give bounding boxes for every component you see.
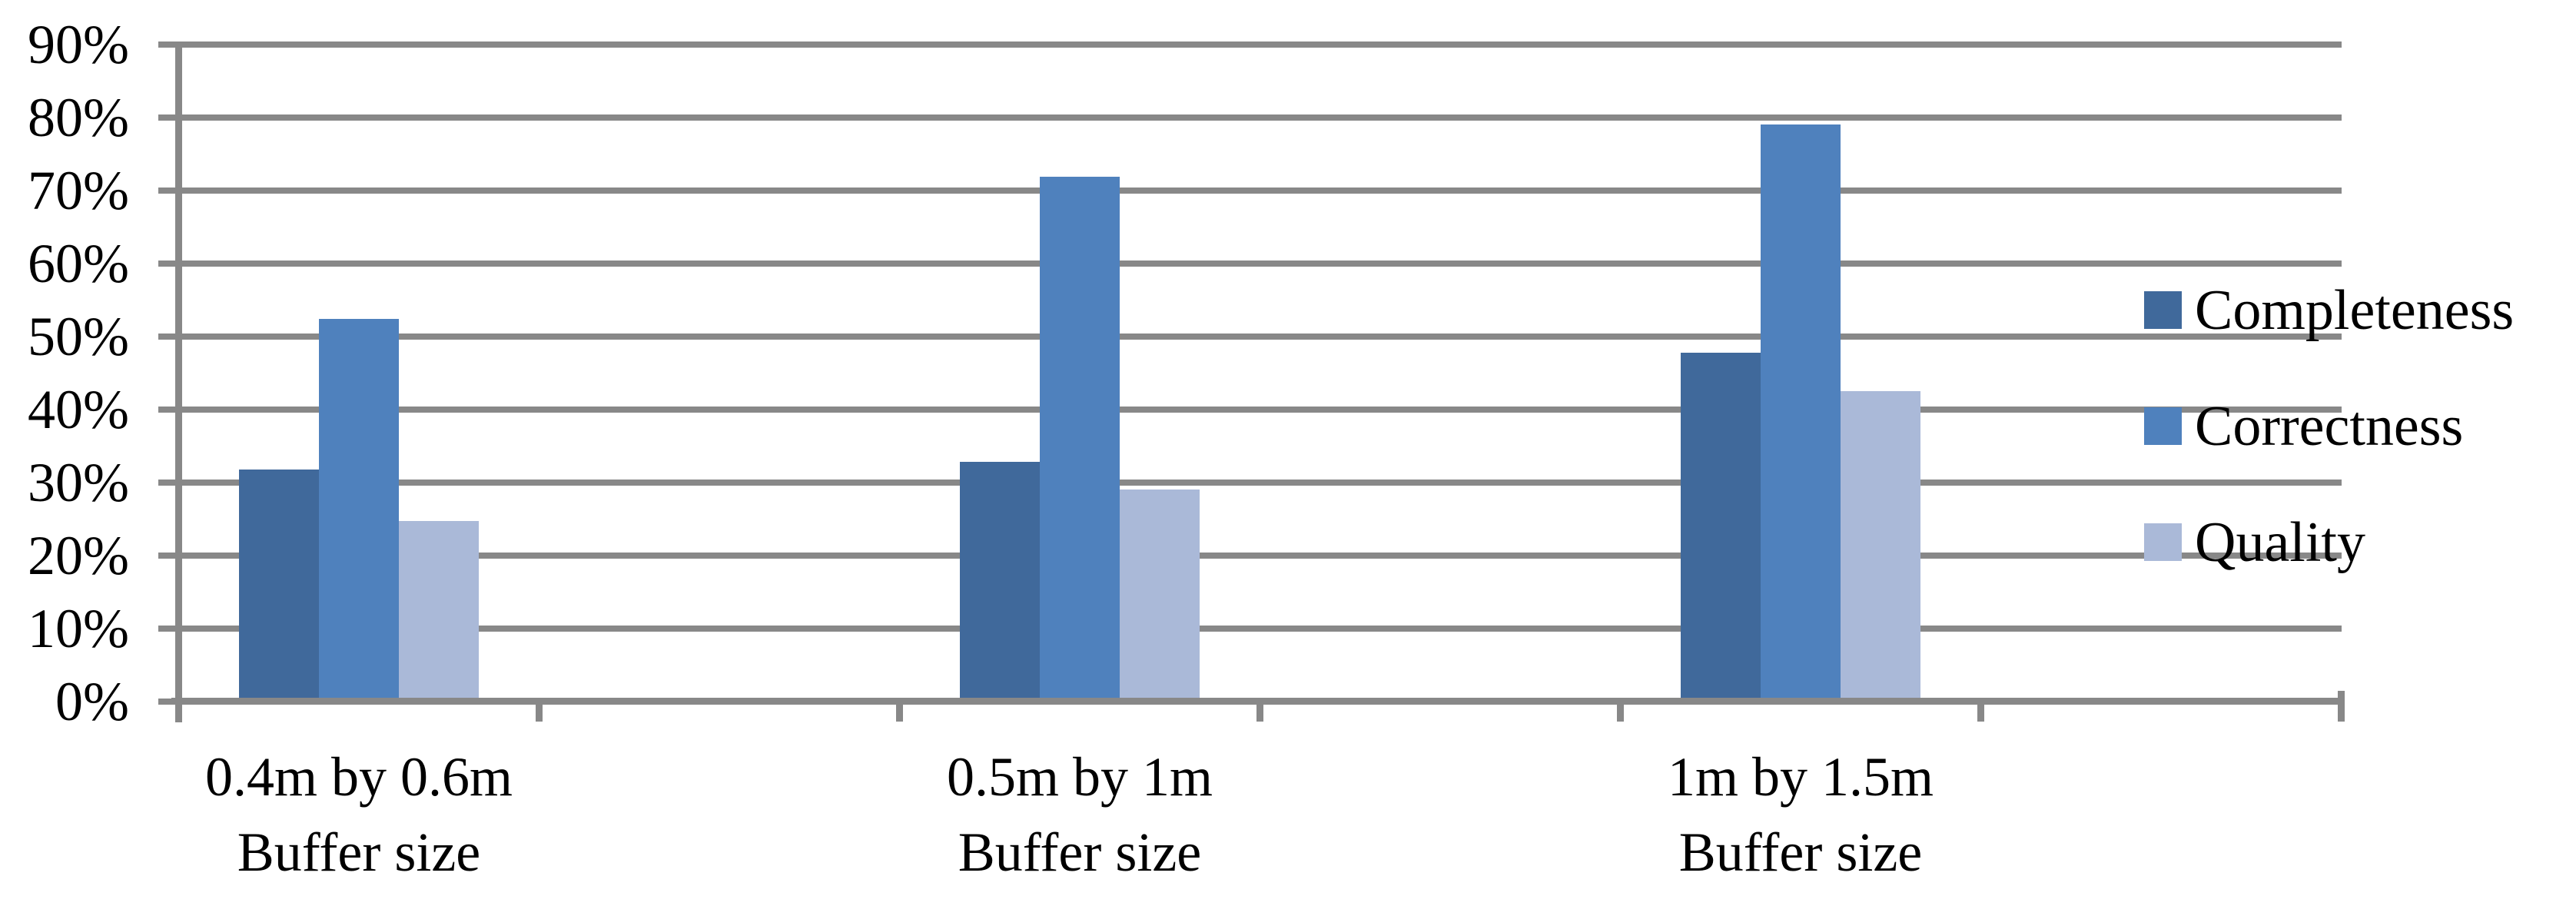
gridline-60pct bbox=[158, 260, 2342, 267]
bar-completeness-group3 bbox=[1680, 353, 1761, 698]
category-sublabel: Buffer size bbox=[958, 821, 1202, 883]
y-axis-label-30pct: 30% bbox=[28, 451, 129, 513]
x-tick-1 bbox=[536, 698, 543, 722]
gridline-90pct bbox=[158, 41, 2342, 48]
legend-label-completeness: Completeness bbox=[2195, 279, 2515, 342]
legend-label-correctness: Correctness bbox=[2195, 395, 2464, 458]
category-label: 0.4m by 0.6m bbox=[204, 746, 513, 808]
y-axis-label-70pct: 70% bbox=[28, 159, 129, 221]
bar-correctness-group2 bbox=[1039, 177, 1120, 698]
category-label: 0.5m by 1m bbox=[946, 746, 1213, 808]
x-axis-label-group2: 0.5m by 1m Buffer size bbox=[849, 739, 1310, 890]
x-tick-2 bbox=[896, 698, 903, 722]
y-axis-label-10pct: 10% bbox=[28, 597, 129, 659]
x-tick-0 bbox=[175, 698, 182, 722]
y-axis-label-60pct: 60% bbox=[28, 232, 129, 294]
legend-swatch-correctness bbox=[2144, 407, 2182, 445]
y-tick-0pct bbox=[158, 698, 182, 705]
y-axis-label-0pct: 0% bbox=[55, 670, 129, 732]
gridline-80pct bbox=[158, 114, 2342, 121]
bar-completeness-group1 bbox=[238, 470, 319, 698]
bar-quality-group1 bbox=[399, 520, 480, 698]
gridline-50pct bbox=[158, 333, 2342, 340]
gridline-40pct bbox=[158, 406, 2342, 413]
y-axis-line bbox=[175, 41, 182, 722]
y-axis-label-50pct: 50% bbox=[28, 305, 129, 367]
bar-correctness-group1 bbox=[318, 318, 400, 698]
x-tick-3 bbox=[1256, 698, 1263, 722]
y-axis-label-90pct: 90% bbox=[28, 13, 129, 75]
x-axis-label-group3: 1m by 1.5m Buffer size bbox=[1570, 739, 2031, 890]
y-axis-label-20pct: 20% bbox=[28, 524, 129, 586]
bar-completeness-group2 bbox=[959, 461, 1040, 698]
y-axis-label-80pct: 80% bbox=[28, 86, 129, 148]
legend-swatch-quality bbox=[2144, 523, 2182, 561]
category-label: 1m by 1.5m bbox=[1667, 746, 1934, 808]
category-sublabel: Buffer size bbox=[237, 821, 481, 883]
legend-label-quality: Quality bbox=[2195, 511, 2365, 574]
gridline-70pct bbox=[158, 187, 2342, 194]
gridline-30pct bbox=[158, 479, 2342, 486]
legend-swatch-completeness bbox=[2144, 291, 2182, 329]
x-tick-6 bbox=[2338, 691, 2345, 722]
bar-quality-group2 bbox=[1120, 490, 1200, 698]
bar-correctness-group3 bbox=[1760, 124, 1841, 698]
x-axis-label-group1: 0.4m by 0.6m Buffer size bbox=[128, 739, 589, 890]
bar-quality-group3 bbox=[1841, 390, 1921, 698]
x-tick-4 bbox=[1617, 698, 1624, 722]
x-tick-5 bbox=[1977, 698, 1984, 722]
gridline-20pct bbox=[158, 552, 2342, 559]
gridline-10pct bbox=[158, 625, 2342, 632]
y-axis-label-40pct: 40% bbox=[28, 378, 129, 440]
category-sublabel: Buffer size bbox=[1678, 821, 1923, 883]
